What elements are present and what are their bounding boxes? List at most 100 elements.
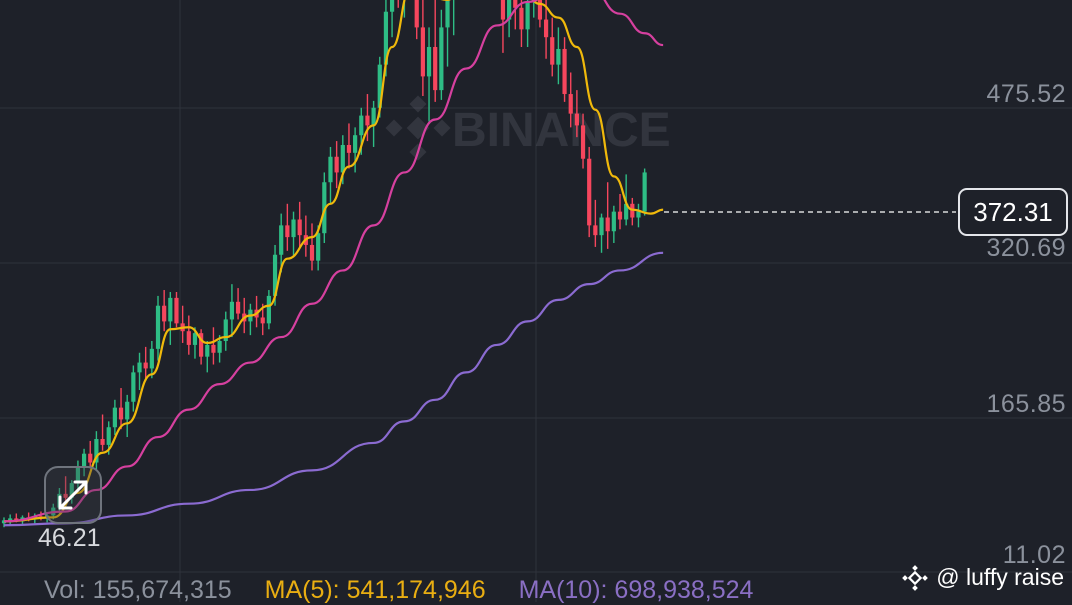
- candle-body: [617, 211, 623, 220]
- candle-body: [75, 466, 81, 484]
- candle-body: [371, 107, 376, 126]
- candle-body: [8, 518, 13, 521]
- candle-body: [365, 115, 370, 126]
- candle-body: [112, 407, 117, 428]
- candle-up: [599, 213, 604, 253]
- candle-body: [556, 48, 561, 65]
- candle-up: [452, 0, 455, 36]
- expand-button[interactable]: [44, 466, 102, 524]
- ma-short-line: [3, 0, 664, 523]
- candle-body: [334, 156, 339, 173]
- candle-body: [513, 0, 518, 8]
- candle-body: [500, 0, 506, 20]
- candle-up: [125, 394, 130, 438]
- binance-square-icon: [902, 564, 929, 591]
- candle-down: [562, 37, 567, 102]
- candle-up: [155, 295, 161, 361]
- candle-down: [365, 94, 370, 142]
- candle-body: [69, 483, 74, 498]
- candle-down: [186, 315, 191, 355]
- candle-down: [605, 182, 610, 249]
- candle-body: [377, 64, 382, 108]
- volume-value: Vol: 155,674,315: [44, 576, 232, 604]
- candle-body: [322, 182, 327, 234]
- candle-body: [266, 295, 271, 324]
- candle-up: [426, 27, 432, 122]
- candle-body: [174, 297, 179, 324]
- volume-ma5: MA(5): 541,174,946: [264, 576, 486, 604]
- candle-down: [574, 90, 579, 138]
- y-tick-label: 11.02: [1002, 541, 1066, 569]
- last-price-tag: 372.31: [958, 188, 1068, 236]
- candle-up: [507, 0, 512, 38]
- candle-body: [543, 19, 549, 38]
- candle-body: [519, 7, 524, 30]
- candle-body: [328, 156, 333, 183]
- candle-down: [537, 0, 543, 28]
- candle-body: [118, 407, 124, 420]
- candle-body: [599, 217, 604, 236]
- credit-text: @ luffy raise: [936, 564, 1064, 590]
- candle-up: [279, 213, 284, 273]
- candle-up: [205, 341, 210, 373]
- candle-body: [260, 317, 265, 324]
- candle-body: [235, 301, 241, 314]
- candle-down: [199, 329, 204, 365]
- watermark: BINANCE: [385, 95, 671, 161]
- candle-up: [611, 205, 616, 243]
- expand-arrows-icon: [58, 480, 88, 510]
- candle-body: [272, 254, 278, 296]
- candle-up: [353, 127, 358, 173]
- candle-up: [525, 0, 530, 47]
- candle-up: [8, 514, 13, 525]
- candle-body: [420, 27, 425, 77]
- candle-body: [580, 125, 586, 159]
- y-tick-label: 165.85: [986, 390, 1066, 418]
- candle-body: [414, 0, 419, 28]
- candle-body: [149, 348, 154, 369]
- candle-body: [199, 333, 204, 357]
- candle-body: [439, 27, 444, 91]
- candle-down: [297, 201, 302, 247]
- candle-body: [211, 344, 216, 353]
- candle-body: [143, 362, 148, 369]
- candle-down: [180, 305, 185, 343]
- candle-body: [340, 145, 345, 173]
- candle-up: [217, 335, 222, 363]
- candle-down: [242, 297, 247, 334]
- watermark-text: BINANCE: [452, 104, 671, 157]
- candle-down: [303, 215, 308, 257]
- candle-down: [617, 194, 623, 230]
- candle-body: [426, 47, 432, 77]
- candle-body: [131, 372, 136, 402]
- candle-body: [611, 211, 616, 232]
- candle-body: [168, 297, 173, 322]
- candle-body: [605, 217, 610, 232]
- candle-up: [248, 303, 253, 336]
- candle-up: [137, 352, 142, 390]
- candle-body: [537, 0, 543, 20]
- candle-up: [81, 448, 87, 477]
- candle-up: [168, 292, 173, 345]
- candle-body: [383, 11, 389, 65]
- candle-down: [587, 146, 592, 238]
- candle-up: [556, 27, 561, 85]
- candle-body: [125, 401, 130, 420]
- candle-up: [328, 146, 333, 204]
- moving-averages: [3, 0, 664, 527]
- candle-body: [223, 319, 228, 341]
- candle-up: [636, 203, 641, 228]
- candle-down: [414, 0, 419, 40]
- candle-down: [420, 0, 425, 96]
- candle-body: [192, 333, 198, 345]
- candle-body: [636, 211, 641, 218]
- candle-body: [593, 225, 598, 236]
- candle-up: [389, 0, 395, 38]
- candle-up: [223, 311, 228, 351]
- candle-body: [507, 0, 512, 20]
- candle-up: [69, 480, 74, 504]
- candle-down: [63, 476, 68, 502]
- candle-down: [285, 203, 290, 251]
- candle-down: [580, 113, 586, 169]
